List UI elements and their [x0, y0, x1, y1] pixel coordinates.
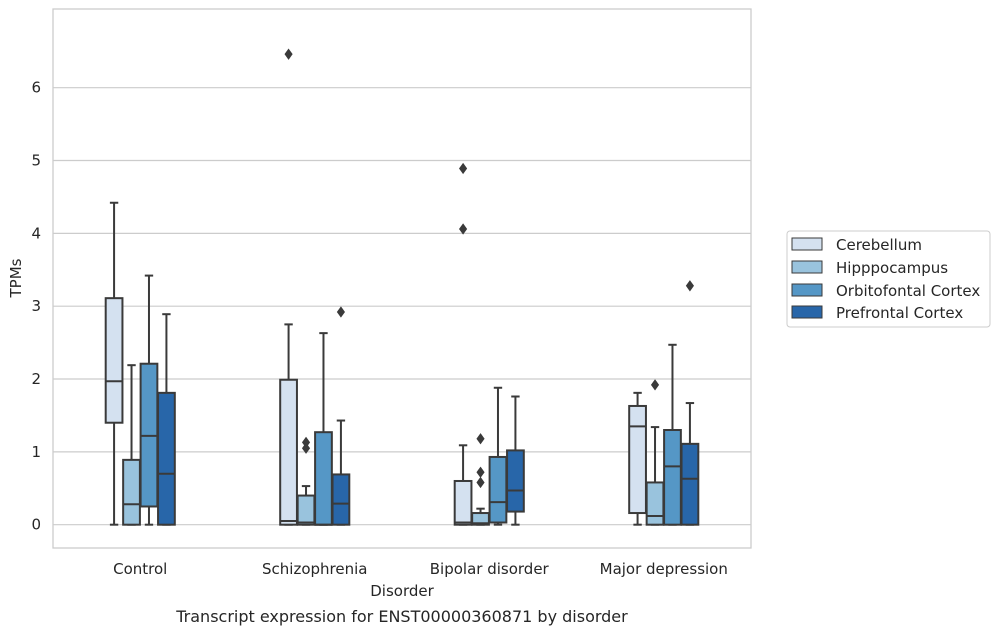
box-body: [488, 455, 508, 524]
box-1-1: [296, 436, 316, 526]
box-3-0: [157, 313, 176, 526]
legend-label-prefrontal: Prefrontal Cortex: [836, 304, 963, 322]
legend-swatch-hippocampus: [791, 260, 823, 274]
box-0-0: [104, 201, 124, 526]
outlier-point: [476, 476, 485, 489]
box-groups: [104, 48, 700, 526]
box-2-2: [488, 386, 508, 526]
box-body: [680, 442, 700, 526]
y-tick-labels: 0 1 2 3 4 5 6: [31, 79, 41, 534]
y-tick-label: 1: [31, 443, 41, 461]
box-1-3: [645, 379, 665, 526]
legend-label-hippocampus: Hipppocampus: [836, 259, 948, 277]
x-category-label: Major depression: [600, 560, 728, 578]
outlier-point: [284, 48, 293, 60]
box-body: [645, 481, 665, 526]
box-1-2: [471, 433, 490, 526]
box-3-1: [331, 306, 351, 526]
chart-caption: Transcript expression for ENST0000036087…: [175, 607, 628, 626]
x-category-label: Control: [113, 560, 167, 578]
legend-frame: [786, 230, 991, 328]
box-0-3: [628, 391, 647, 526]
y-tick-label: 2: [31, 370, 41, 388]
plot-frame: [52, 8, 752, 549]
x-category-label: Schizophrenia: [262, 560, 367, 578]
box-body: [296, 494, 316, 526]
box-body: [331, 473, 351, 526]
outlier-point: [685, 280, 694, 292]
outlier-point: [476, 466, 485, 478]
y-tick-label: 6: [31, 79, 41, 97]
box-body: [506, 449, 525, 513]
legend-label-cerebellum: Cerebellum: [836, 236, 922, 254]
box-body: [663, 429, 682, 526]
outlier-point: [459, 162, 468, 175]
box-body: [104, 297, 124, 424]
box-2-1: [314, 332, 333, 526]
y-axis-title: TPMs: [7, 258, 25, 298]
box-body: [628, 404, 647, 515]
box-body: [122, 458, 141, 526]
box-0-2: [453, 162, 473, 526]
box-3-3: [680, 280, 700, 526]
y-tick-label: 0: [31, 516, 41, 534]
x-category-label: Bipolar disorder: [430, 560, 550, 578]
legend-swatch-cerebellum: [791, 237, 823, 251]
x-category-labels: Control Schizophrenia Bipolar disorder Majo…: [113, 560, 728, 578]
legend-swatch-orbitofrontal: [791, 283, 823, 297]
box-body: [314, 431, 333, 526]
box-3-2: [506, 395, 525, 526]
outlier-point: [336, 306, 345, 318]
y-tick-label: 3: [31, 297, 41, 315]
x-axis-title: Disorder: [370, 582, 434, 600]
box-2-3: [663, 343, 682, 526]
box-2-0: [139, 274, 159, 526]
outlier-point: [650, 379, 660, 391]
box-body: [279, 378, 298, 526]
legend-label-orbitofrontal: Orbitofontal Cortex: [836, 282, 980, 300]
box-1-0: [122, 364, 141, 526]
y-tick-label: 4: [31, 224, 41, 242]
legend-swatch-prefrontal: [791, 305, 823, 319]
legend: Cerebellum Hipppocampus Orbitofontal Cor…: [786, 230, 991, 328]
box-0-1: [279, 48, 298, 526]
outlier-point: [301, 442, 311, 454]
box-body: [157, 391, 176, 526]
outlier-point: [459, 223, 468, 235]
outlier-point: [476, 433, 485, 445]
y-tick-label: 5: [31, 152, 41, 170]
box-body: [453, 479, 473, 526]
